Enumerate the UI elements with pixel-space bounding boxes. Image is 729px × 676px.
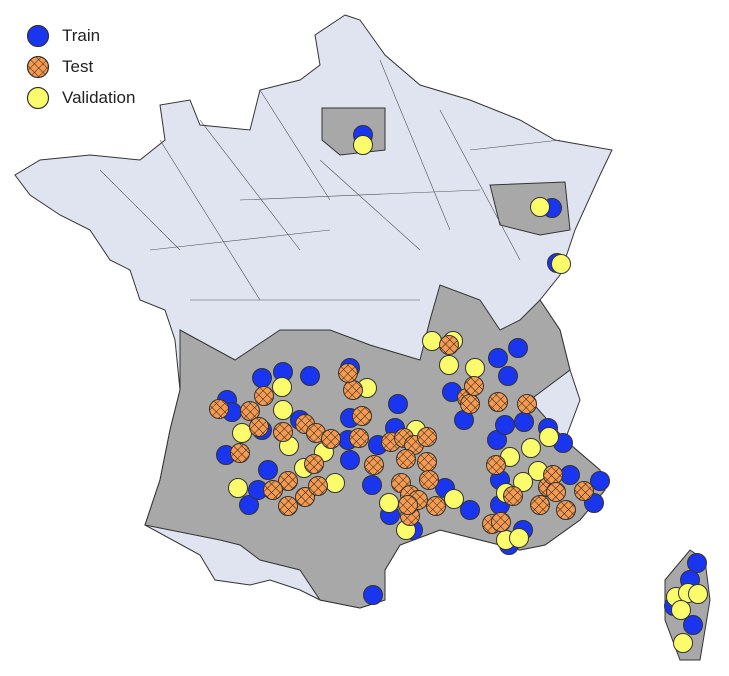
validation-point xyxy=(273,400,293,420)
train-point xyxy=(362,475,382,495)
highlighted-region-east xyxy=(489,181,571,236)
legend-label: Validation xyxy=(62,87,136,107)
department-border xyxy=(199,119,301,251)
validation-point xyxy=(228,478,248,498)
validation-point xyxy=(513,472,533,492)
legend-label: Test xyxy=(62,56,94,76)
test-point xyxy=(439,335,459,355)
validation-point xyxy=(353,135,373,155)
validation-point xyxy=(539,427,559,447)
test-point xyxy=(574,481,594,501)
test-point xyxy=(546,482,566,502)
validation-point xyxy=(465,358,485,378)
test-point xyxy=(278,471,298,491)
validation-point xyxy=(509,528,529,548)
validation-point xyxy=(530,197,550,217)
train-point xyxy=(363,585,383,605)
train-point xyxy=(388,394,408,414)
legend: Train Test Validation xyxy=(26,20,135,113)
train-point xyxy=(560,465,580,485)
test-point xyxy=(352,406,372,426)
validation-point xyxy=(444,489,464,509)
test-point xyxy=(338,363,358,383)
train-point xyxy=(683,615,703,635)
test-point xyxy=(308,476,328,496)
test-point xyxy=(209,399,229,419)
test-point xyxy=(503,486,523,506)
validation-point xyxy=(272,377,292,397)
validation-point xyxy=(232,423,252,443)
test-point xyxy=(240,401,260,421)
department-border xyxy=(319,159,421,251)
test-point xyxy=(486,455,506,475)
test-point xyxy=(426,496,446,516)
validation-point xyxy=(688,584,708,604)
test-point xyxy=(273,422,293,442)
department-border xyxy=(149,229,331,251)
test-point xyxy=(556,500,576,520)
validation-point xyxy=(439,355,459,375)
train-point xyxy=(252,368,272,388)
train-point xyxy=(508,338,528,358)
test-point xyxy=(254,386,274,406)
train-point xyxy=(590,471,610,491)
legend-label: Train xyxy=(62,25,101,45)
test-point xyxy=(249,417,269,437)
test-point xyxy=(543,465,563,485)
test-point xyxy=(417,427,437,447)
validation-marker-icon xyxy=(26,86,50,109)
department-borders xyxy=(99,59,561,301)
test-point xyxy=(230,443,250,463)
validation-point xyxy=(671,600,691,620)
train-marker-icon xyxy=(26,24,50,47)
train-point xyxy=(687,553,707,573)
department-border xyxy=(239,189,481,201)
test-point xyxy=(530,495,550,515)
test-marker-icon xyxy=(26,55,50,78)
test-point xyxy=(396,449,416,469)
test-point xyxy=(517,394,537,414)
test-point xyxy=(419,470,439,490)
test-point xyxy=(295,487,315,507)
test-point xyxy=(417,452,437,472)
validation-point xyxy=(551,254,571,274)
train-point xyxy=(258,460,278,480)
test-point xyxy=(491,512,511,532)
legend-item-test: Test xyxy=(26,51,135,82)
test-point xyxy=(321,429,341,449)
test-point xyxy=(343,380,363,400)
validation-point xyxy=(673,633,693,653)
department-border xyxy=(159,139,261,301)
department-border xyxy=(99,169,181,251)
test-point xyxy=(464,376,484,396)
test-point xyxy=(263,480,283,500)
validation-point xyxy=(379,493,399,513)
train-point xyxy=(239,495,259,515)
department-border xyxy=(379,59,451,231)
data-points xyxy=(209,125,708,653)
train-point xyxy=(498,366,518,386)
validation-point xyxy=(325,473,345,493)
test-point xyxy=(460,394,480,414)
department-border xyxy=(259,89,331,201)
test-point xyxy=(364,455,384,475)
validation-point xyxy=(521,438,541,458)
test-point xyxy=(488,392,508,412)
train-point xyxy=(495,415,515,435)
validation-point xyxy=(422,331,442,351)
legend-item-validation: Validation xyxy=(26,82,135,113)
department-border xyxy=(439,109,521,261)
test-point xyxy=(304,454,324,474)
train-point xyxy=(514,412,534,432)
train-point xyxy=(488,348,508,368)
train-point xyxy=(460,500,480,520)
department-border xyxy=(469,139,561,151)
legend-item-train: Train xyxy=(26,20,135,51)
test-point xyxy=(278,496,298,516)
train-point xyxy=(340,450,360,470)
test-point xyxy=(349,428,369,448)
train-point xyxy=(300,366,320,386)
test-point xyxy=(398,495,418,515)
